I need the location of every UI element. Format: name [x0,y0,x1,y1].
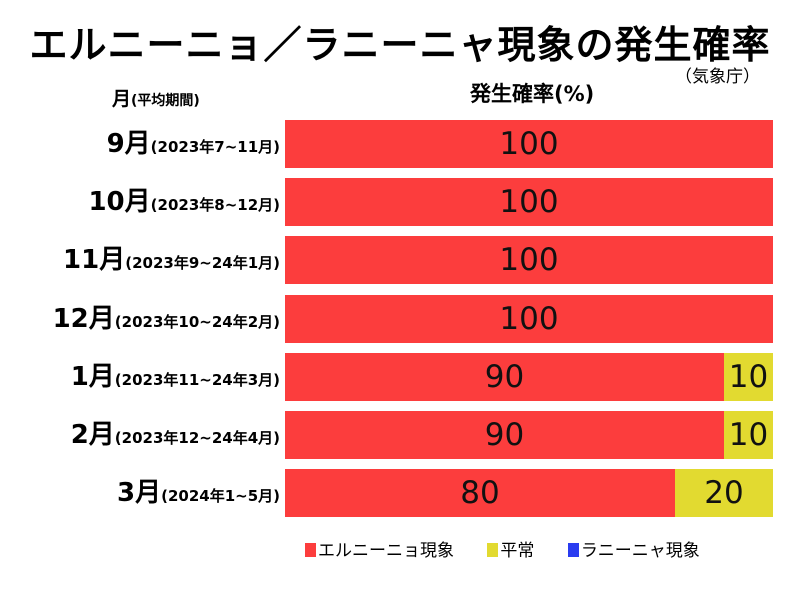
row-label: 3月(2024年1~5月) [0,469,280,517]
bar-segment-el-nino: 90 [285,353,724,401]
bar-segment-el-nino: 100 [285,120,773,168]
row-month: 10月 [88,187,151,217]
bar-segment-el-nino: 100 [285,178,773,226]
legend-label-normal: 平常 [500,541,535,561]
bar-segment-el-nino: 100 [285,236,773,284]
legend-swatch-normal [487,543,499,557]
legend: エルニーニョ現象 平常 ラニーニャ現象 [305,536,728,561]
legend-item-el-nino: エルニーニョ現象 [305,536,454,561]
bar-segment-normal: 10 [724,353,773,401]
legend-label-la-nina: ラニーニャ現象 [580,541,700,561]
bar-segment-el-nino: 90 [285,411,724,459]
row-label: 2月(2023年12~24年4月) [0,411,280,459]
row-period: (2023年7~11月) [150,138,280,156]
row-label: 1月(2023年11~24年3月) [0,353,280,401]
legend-swatch-la-nina [567,543,579,557]
row-period: (2024年1~5月) [161,487,280,505]
month-axis-label: 月 [112,88,132,110]
month-axis-header: 月(平均期間) [112,84,200,111]
bar-segment-normal: 10 [724,411,773,459]
chart-title: エルニーニョ／ラニーニャ現象の発生確率 [29,23,771,67]
legend-item-normal: 平常 [487,536,534,561]
row-month: 3月 [117,478,162,508]
row-period: (2023年11~24年3月) [114,371,280,389]
row-period: (2023年10~24年2月) [114,313,280,331]
row-label: 12月(2023年10~24年2月) [0,295,280,343]
bar-segment-normal: 20 [675,469,773,517]
month-axis-sublabel: (平均期間) [131,93,200,109]
row-month: 12月 [52,304,115,334]
bar-segment-el-nino: 100 [285,295,773,343]
source-label: （気象庁） [675,67,760,87]
value-axis-label: 発生確率(%) [470,82,595,106]
legend-item-la-nina: ラニーニャ現象 [567,536,700,561]
bar-segment-el-nino: 80 [285,469,675,517]
row-label: 10月(2023年8~12月) [0,178,280,226]
row-month: 1月 [70,362,115,392]
row-label: 11月(2023年9~24年1月) [0,236,280,284]
row-period: (2023年12~24年4月) [114,429,280,447]
row-period: (2023年9~24年1月) [125,254,280,272]
row-period: (2023年8~12月) [150,196,280,214]
row-month: 9月 [106,129,151,159]
row-label: 9月(2023年7~11月) [0,120,280,168]
row-month: 11月 [63,245,126,275]
legend-label-el-nino: エルニーニョ現象 [318,541,454,561]
row-month: 2月 [70,420,115,450]
legend-swatch-el-nino [305,543,316,557]
